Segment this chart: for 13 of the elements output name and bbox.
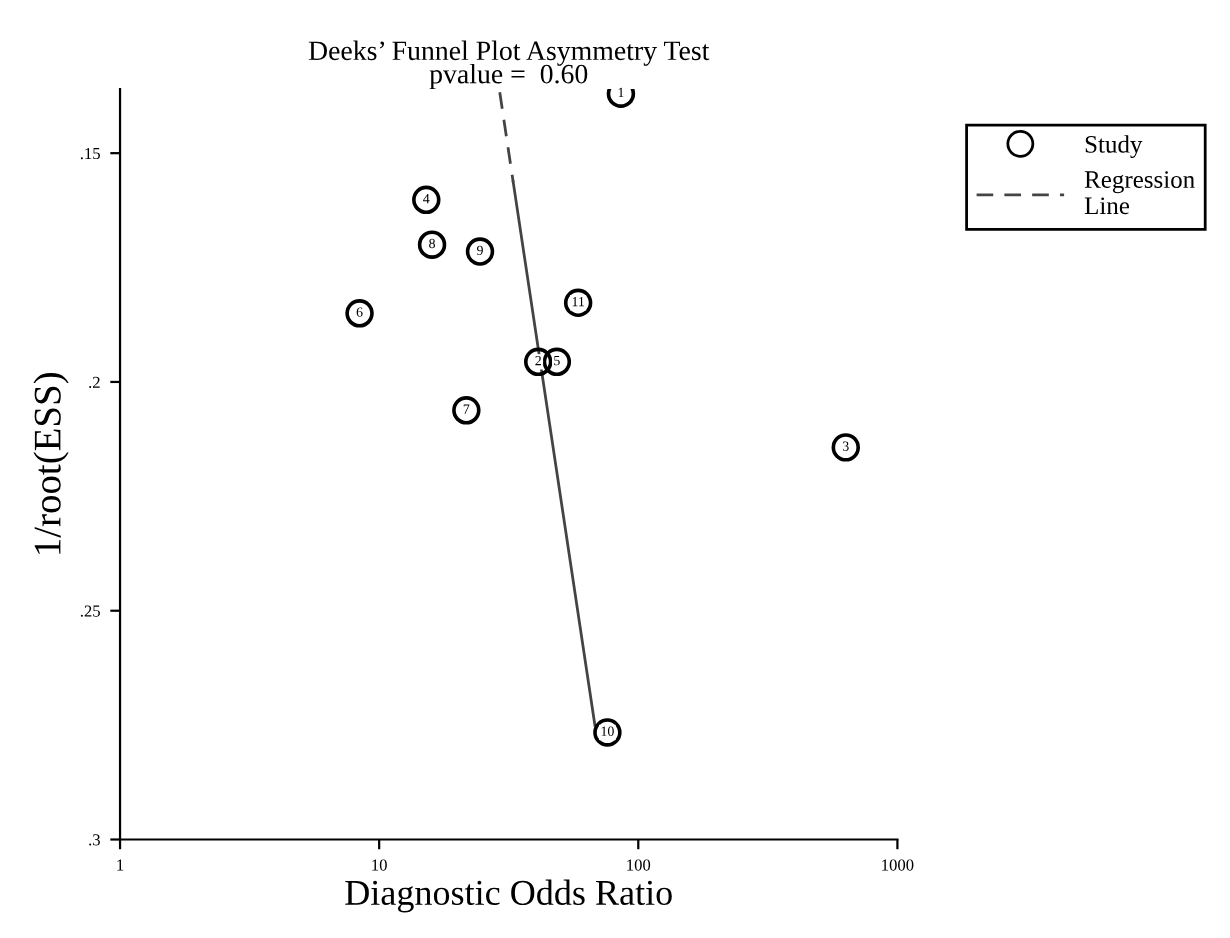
y-tick-label: .3: [89, 834, 100, 846]
y-axis-title: 1/root(ESS): [33, 373, 69, 554]
x-tick-label: 1: [117, 859, 124, 871]
y-tick-label: .2: [89, 376, 100, 388]
y-tick-label: .15: [80, 147, 100, 160]
legend-label: Study: [1085, 135, 1143, 158]
chart-title: Deeks’ Funnel Plot Asymmetry Test pvalue = 0.60: [308, 40, 710, 90]
legend-label: Regression Line: [1084, 171, 1195, 215]
x-axis-title: Diagnostic Odds Ratio: [345, 879, 672, 913]
x-tick-label: 10: [372, 859, 387, 871]
x-tick-label: 1000: [882, 859, 914, 871]
y-tick-label: .25: [80, 605, 100, 617]
x-tick-label: 100: [627, 859, 651, 871]
